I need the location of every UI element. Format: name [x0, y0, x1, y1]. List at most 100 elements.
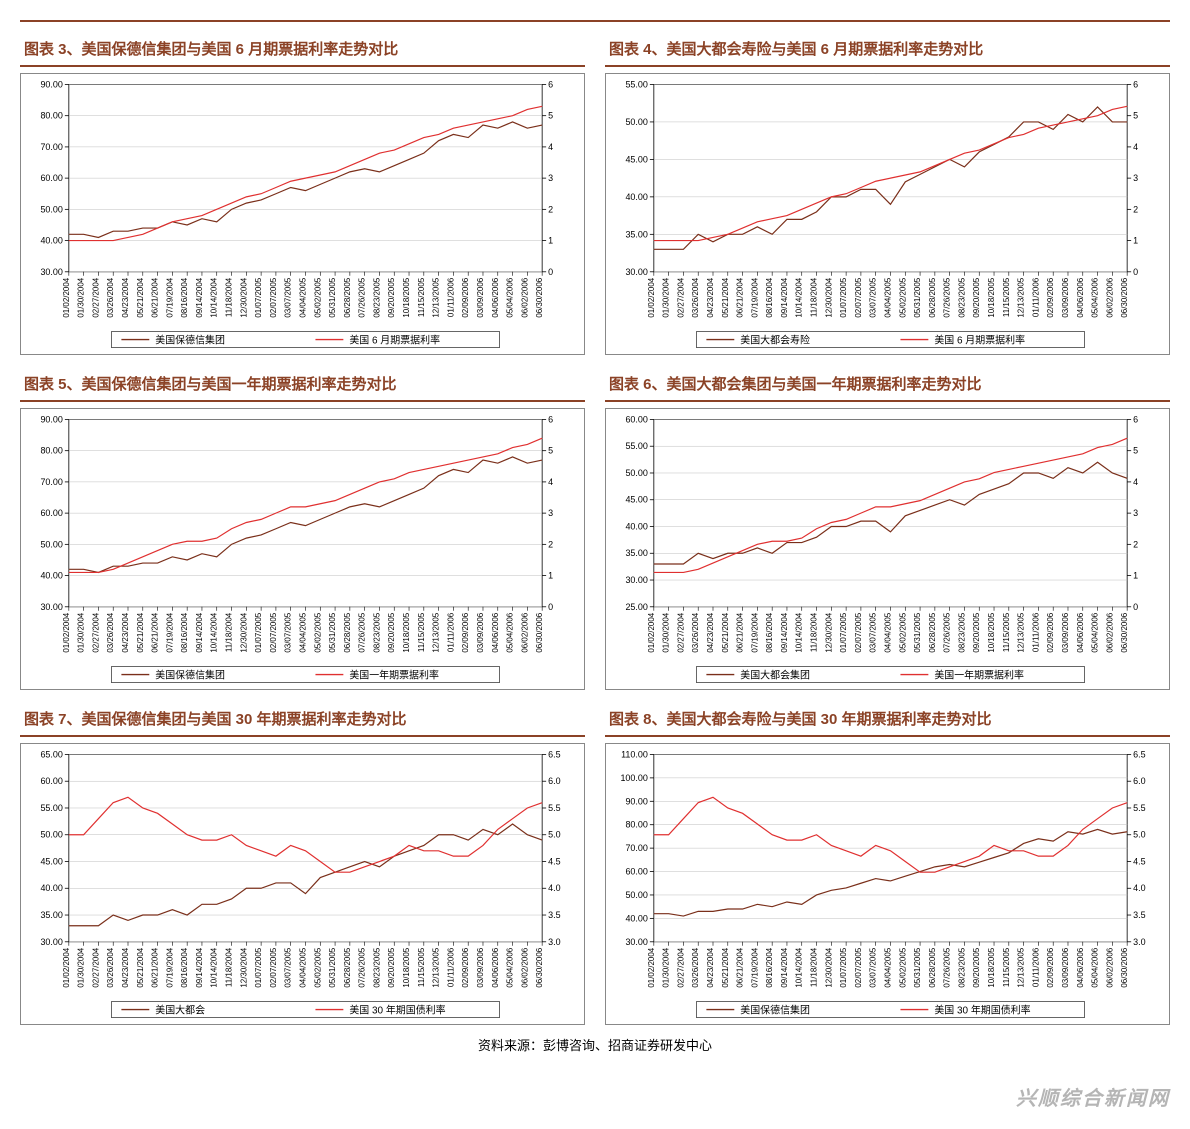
svg-text:06/21/2004: 06/21/2004 — [151, 612, 160, 652]
svg-text:05/21/2004: 05/21/2004 — [136, 612, 145, 652]
svg-text:美国大都会寿险: 美国大都会寿险 — [740, 334, 810, 347]
svg-text:10/18/2005: 10/18/2005 — [402, 612, 411, 652]
svg-text:美国 30 年期国债利率: 美国 30 年期国债利率 — [934, 1004, 1030, 1017]
svg-text:05/21/2004: 05/21/2004 — [721, 277, 730, 317]
svg-text:01/07/2005: 01/07/2005 — [839, 947, 848, 987]
chart-area: 30.0040.0050.0060.0070.0080.0090.0001234… — [20, 408, 585, 690]
svg-text:06/28/2005: 06/28/2005 — [928, 612, 937, 652]
svg-text:01/02/2004: 01/02/2004 — [62, 947, 71, 987]
svg-text:0: 0 — [548, 267, 553, 277]
svg-text:06/28/2005: 06/28/2005 — [343, 277, 352, 317]
svg-text:10/14/2004: 10/14/2004 — [795, 612, 804, 652]
svg-text:01/11/2006: 01/11/2006 — [1031, 947, 1040, 987]
svg-text:45.00: 45.00 — [40, 856, 62, 866]
svg-text:11/18/2004: 11/18/2004 — [225, 947, 234, 987]
svg-text:50.00: 50.00 — [40, 204, 62, 214]
svg-text:04/06/2006: 04/06/2006 — [1076, 612, 1085, 652]
svg-text:5.0: 5.0 — [1133, 830, 1145, 840]
svg-text:01/30/2004: 01/30/2004 — [662, 947, 671, 987]
svg-text:11/18/2004: 11/18/2004 — [225, 277, 234, 317]
svg-text:美国 6 月期票据利率: 美国 6 月期票据利率 — [934, 334, 1025, 347]
svg-text:03/09/2006: 03/09/2006 — [476, 947, 485, 987]
svg-text:1: 1 — [1133, 236, 1138, 246]
svg-text:06/21/2004: 06/21/2004 — [151, 277, 160, 317]
svg-text:50.00: 50.00 — [625, 890, 647, 900]
svg-text:04/23/2004: 04/23/2004 — [121, 277, 130, 317]
source-line: 资料来源：彭博咨询、招商证券研发中心 — [20, 1035, 1170, 1054]
svg-text:2: 2 — [548, 539, 553, 549]
svg-text:0: 0 — [1133, 267, 1138, 277]
svg-text:30.00: 30.00 — [625, 267, 647, 277]
svg-text:3: 3 — [1133, 173, 1138, 183]
svg-text:2: 2 — [1133, 204, 1138, 214]
svg-text:5.5: 5.5 — [548, 803, 560, 813]
panel-c7: 图表 7、美国保德信集团与美国 30 年期票据利率走势对比 30.0035.00… — [20, 702, 585, 1025]
svg-text:08/16/2004: 08/16/2004 — [765, 947, 774, 987]
svg-text:01/07/2005: 01/07/2005 — [254, 277, 263, 317]
svg-text:01/02/2004: 01/02/2004 — [62, 612, 71, 652]
svg-text:03/07/2005: 03/07/2005 — [284, 947, 293, 987]
svg-text:02/27/2004: 02/27/2004 — [676, 947, 685, 987]
svg-text:02/09/2006: 02/09/2006 — [1046, 277, 1055, 317]
svg-text:02/27/2004: 02/27/2004 — [91, 277, 100, 317]
svg-text:70.00: 70.00 — [625, 843, 647, 853]
svg-text:35.00: 35.00 — [625, 229, 647, 239]
svg-text:12/30/2004: 12/30/2004 — [824, 612, 833, 652]
svg-text:08/23/2005: 08/23/2005 — [372, 947, 381, 987]
svg-text:11/18/2004: 11/18/2004 — [225, 612, 234, 652]
svg-text:60.00: 60.00 — [40, 508, 62, 518]
svg-text:11/15/2005: 11/15/2005 — [1002, 947, 1011, 987]
svg-text:12/13/2005: 12/13/2005 — [432, 612, 441, 652]
svg-text:09/14/2004: 09/14/2004 — [195, 612, 204, 652]
svg-text:05/31/2005: 05/31/2005 — [913, 612, 922, 652]
svg-text:60.00: 60.00 — [625, 414, 647, 424]
svg-text:01/11/2006: 01/11/2006 — [446, 612, 455, 652]
svg-text:03/26/2004: 03/26/2004 — [106, 947, 115, 987]
svg-text:美国大都会集团: 美国大都会集团 — [740, 669, 810, 682]
svg-text:03/26/2004: 03/26/2004 — [691, 277, 700, 317]
chart-area: 30.0035.0040.0045.0050.0055.00012345601/… — [605, 73, 1170, 355]
svg-text:30.00: 30.00 — [40, 602, 62, 612]
svg-text:07/26/2005: 07/26/2005 — [358, 947, 367, 987]
svg-text:09/20/2005: 09/20/2005 — [387, 612, 396, 652]
svg-text:02/27/2004: 02/27/2004 — [91, 612, 100, 652]
svg-text:07/19/2004: 07/19/2004 — [165, 277, 174, 317]
svg-text:12/30/2004: 12/30/2004 — [239, 947, 248, 987]
svg-text:4.5: 4.5 — [1133, 856, 1145, 866]
svg-text:07/19/2004: 07/19/2004 — [750, 277, 759, 317]
svg-text:5: 5 — [1133, 446, 1138, 456]
svg-text:06/02/2006: 06/02/2006 — [1105, 277, 1114, 317]
svg-text:03/09/2006: 03/09/2006 — [476, 277, 485, 317]
svg-text:美国保德信集团: 美国保德信集团 — [740, 1004, 810, 1017]
svg-text:45.00: 45.00 — [625, 154, 647, 164]
svg-text:1: 1 — [548, 236, 553, 246]
svg-text:04/23/2004: 04/23/2004 — [706, 277, 715, 317]
svg-text:1: 1 — [1133, 571, 1138, 581]
svg-text:07/19/2004: 07/19/2004 — [750, 947, 759, 987]
svg-text:05/04/2006: 05/04/2006 — [506, 277, 515, 317]
svg-text:01/30/2004: 01/30/2004 — [77, 277, 86, 317]
svg-text:03/26/2004: 03/26/2004 — [106, 612, 115, 652]
svg-text:06/30/2006: 06/30/2006 — [535, 277, 544, 317]
svg-text:05/02/2005: 05/02/2005 — [313, 947, 322, 987]
svg-text:4: 4 — [1133, 477, 1138, 487]
svg-text:05/21/2004: 05/21/2004 — [721, 612, 730, 652]
svg-text:06/21/2004: 06/21/2004 — [736, 612, 745, 652]
svg-text:03/26/2004: 03/26/2004 — [691, 612, 700, 652]
svg-text:80.00: 80.00 — [40, 446, 62, 456]
svg-text:4.0: 4.0 — [548, 883, 560, 893]
svg-text:01/02/2004: 01/02/2004 — [647, 277, 656, 317]
svg-text:5: 5 — [548, 111, 553, 121]
svg-text:03/09/2006: 03/09/2006 — [476, 612, 485, 652]
svg-text:01/30/2004: 01/30/2004 — [77, 947, 86, 987]
svg-text:10/18/2005: 10/18/2005 — [987, 612, 996, 652]
svg-text:60.00: 60.00 — [40, 173, 62, 183]
svg-text:05/04/2006: 05/04/2006 — [1091, 277, 1100, 317]
svg-text:09/20/2005: 09/20/2005 — [972, 947, 981, 987]
svg-text:01/02/2004: 01/02/2004 — [647, 947, 656, 987]
svg-text:35.00: 35.00 — [40, 910, 62, 920]
svg-text:35.00: 35.00 — [625, 548, 647, 558]
svg-text:02/27/2004: 02/27/2004 — [676, 277, 685, 317]
svg-text:4: 4 — [548, 142, 553, 152]
svg-text:07/26/2005: 07/26/2005 — [358, 277, 367, 317]
